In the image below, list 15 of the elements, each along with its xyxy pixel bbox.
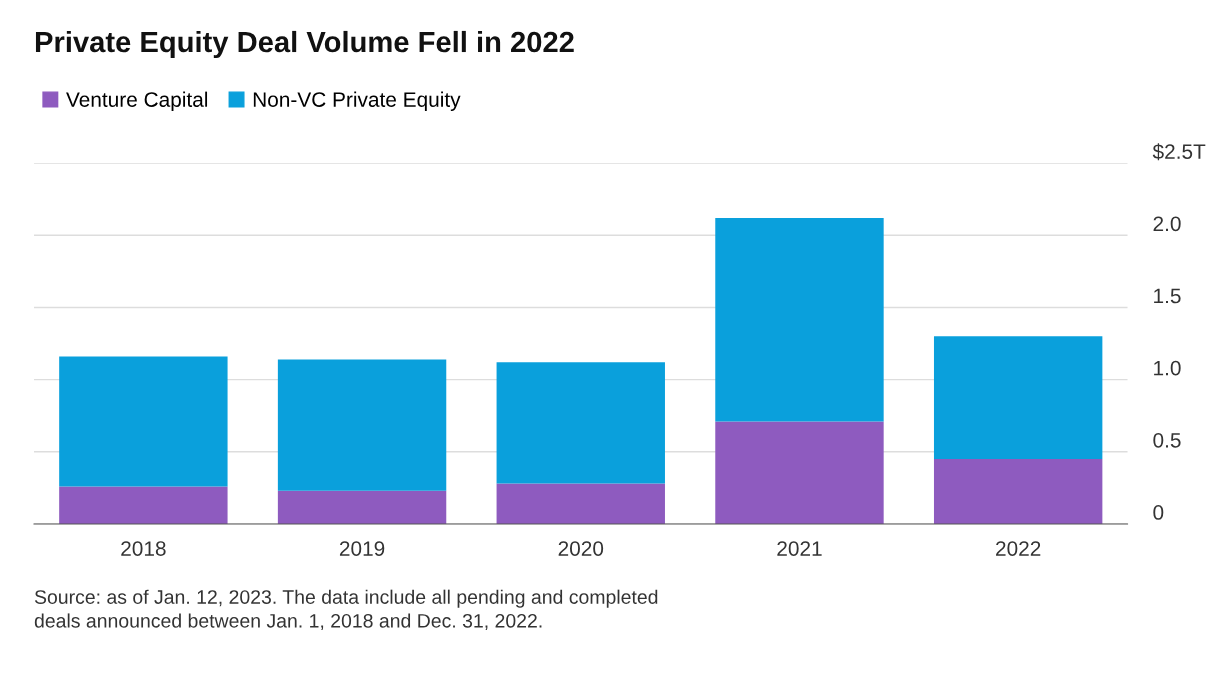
source-note: Source: as of Jan. 12, 2023. The data include all pending and completed deals announced between Jan. 1, 2018 and Dec. 31, 2022. bbox=[34, 589, 658, 630]
y-tick-label: 0.5 bbox=[1153, 432, 1181, 448]
x-tick-label: 2022 bbox=[996, 541, 1041, 556]
y-tick-label: 1.0 bbox=[1154, 360, 1181, 376]
x-tick-label: 2018 bbox=[121, 541, 166, 556]
x-tick-label: 2021 bbox=[777, 541, 822, 556]
y-tick-label: $2.5T bbox=[1152, 143, 1206, 161]
legend-label: Venture Capital bbox=[66, 91, 208, 112]
x-tick-label: 2019 bbox=[339, 541, 385, 556]
legend-label: Non-VC Private Equity bbox=[253, 91, 461, 112]
y-tick-label: 2.0 bbox=[1153, 216, 1181, 232]
y-tick-label: 1.5 bbox=[1154, 288, 1181, 304]
y-tick-label: 0 bbox=[1153, 505, 1164, 520]
chart-title: Private Equity Deal Volume Fell in 2022 bbox=[35, 30, 574, 59]
x-tick-label: 2020 bbox=[558, 541, 604, 556]
